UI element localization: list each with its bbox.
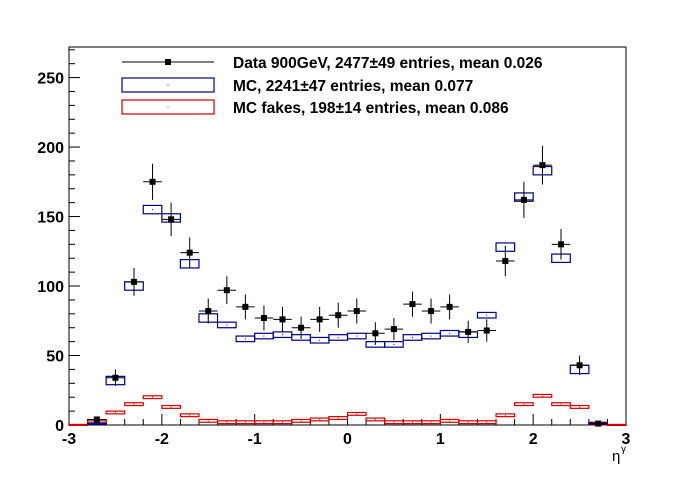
data-point xyxy=(298,324,305,331)
mc-fakes-error-box xyxy=(365,417,386,422)
data-point xyxy=(409,301,416,308)
data-point xyxy=(428,308,435,315)
mc-fakes-error-box xyxy=(476,420,497,425)
mc-error-box xyxy=(384,341,404,348)
data-point xyxy=(223,287,230,294)
legend-label: MC fakes, 198±14 entries, mean 0.086 xyxy=(233,100,509,117)
data-point xyxy=(353,308,360,315)
data-point xyxy=(260,314,267,321)
mc-fakes-error-box xyxy=(513,402,534,407)
x-tick-label: -2 xyxy=(155,431,169,448)
y-tick-label: 150 xyxy=(37,210,64,227)
data-point xyxy=(520,196,527,203)
data-point xyxy=(279,316,286,323)
y-tick-label: 0 xyxy=(55,418,64,435)
data-point xyxy=(446,303,453,310)
data-point xyxy=(390,326,397,333)
mc-fakes-error-box xyxy=(179,413,200,418)
mc-fakes-error-box xyxy=(346,411,367,416)
y-tick-label: 100 xyxy=(37,279,64,296)
mc-fakes-error-box xyxy=(105,410,126,415)
data-point xyxy=(130,278,137,285)
y-tick-label: 50 xyxy=(46,349,64,366)
data-point xyxy=(93,416,100,423)
x-tick-label: 0 xyxy=(343,431,352,448)
mc-fakes-error-box xyxy=(495,413,516,418)
data-point xyxy=(595,420,602,427)
data-point xyxy=(149,178,156,185)
mc-fakes-error-box xyxy=(161,404,181,409)
data-point xyxy=(502,258,509,265)
data-point xyxy=(372,330,379,337)
legend-mc-box xyxy=(121,77,215,93)
x-axis-label: η xyxy=(612,448,620,465)
data-point xyxy=(539,162,546,169)
mc-fakes-error-box xyxy=(124,402,144,407)
mc-fakes-error-box xyxy=(569,404,590,409)
mc-error-box xyxy=(346,332,367,340)
mc-fakes-error-box xyxy=(328,416,349,421)
data-point xyxy=(576,362,583,369)
mc-fakes-error-box xyxy=(142,395,163,400)
legend-data-marker xyxy=(165,59,171,65)
data-point xyxy=(465,328,472,335)
legend-label: Data 900GeV, 2477±49 entries, mean 0.026 xyxy=(233,55,543,72)
mc-error-box xyxy=(142,204,163,215)
data-point xyxy=(335,312,342,319)
x-tick-label: -3 xyxy=(62,431,76,448)
x-tick-label: -1 xyxy=(248,431,262,448)
data-point xyxy=(558,241,565,248)
data-point xyxy=(316,316,323,323)
data-point xyxy=(186,249,193,256)
data-point xyxy=(168,216,175,223)
data-point xyxy=(112,374,119,381)
data-point xyxy=(242,303,249,310)
legend-mc-fakes-box xyxy=(121,99,215,115)
y-tick-label: 200 xyxy=(37,140,64,157)
mc-fakes-error-box xyxy=(532,393,553,398)
y-tick-label: 250 xyxy=(37,71,64,88)
x-tick-label: 3 xyxy=(622,431,631,448)
mc-error-box xyxy=(86,422,107,425)
mc-error-box xyxy=(476,311,497,319)
x-tick-label: 2 xyxy=(529,431,538,448)
mc-fakes-error-box xyxy=(551,402,571,407)
data-point xyxy=(205,308,212,315)
x-axis-label-superscript: γ xyxy=(621,444,626,455)
legend-label: MC, 2241±47 entries, mean 0.077 xyxy=(233,78,473,95)
x-tick-label: 1 xyxy=(436,431,445,448)
data-point xyxy=(483,327,490,334)
mc-error-box xyxy=(216,321,237,329)
